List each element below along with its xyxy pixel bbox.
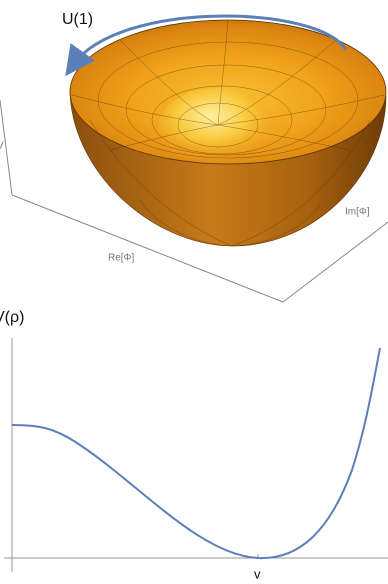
mexican-hat-surface bbox=[69, 19, 387, 247]
box-edges bbox=[0, 99, 388, 303]
potential-label: V(ρ) bbox=[0, 309, 24, 326]
potential-axes bbox=[4, 338, 388, 572]
symmetry-arrow bbox=[65, 14, 348, 77]
v-axis-label: V bbox=[0, 141, 4, 152]
vev-label: v bbox=[254, 566, 261, 581]
re-axis-label: Re[Φ] bbox=[108, 253, 135, 264]
symmetry-label: U(1) bbox=[62, 11, 93, 28]
potential-curve bbox=[11, 347, 381, 560]
im-axis-label: Im[Φ] bbox=[345, 207, 370, 218]
